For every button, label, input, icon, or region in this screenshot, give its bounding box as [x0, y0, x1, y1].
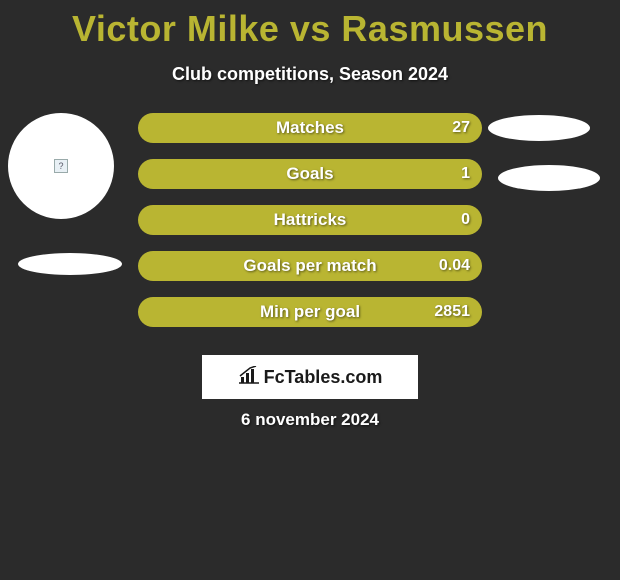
- stat-label: Matches: [276, 118, 344, 138]
- stat-bar-min-per-goal: Min per goal 2851: [138, 297, 482, 327]
- stat-label: Goals per match: [243, 256, 376, 276]
- player-left-avatar: ?: [8, 113, 114, 219]
- stat-bar-hattricks: Hattricks 0: [138, 205, 482, 235]
- logo-text: FcTables.com: [264, 367, 383, 388]
- page-title: Victor Milke vs Rasmussen: [0, 0, 620, 50]
- stat-bars: Matches 27 Goals 1 Hattricks 0 Goals per…: [138, 113, 482, 343]
- bar-chart-icon: [238, 366, 260, 389]
- stat-label: Min per goal: [260, 302, 360, 322]
- player-right-shape-top: [488, 115, 590, 141]
- stat-label: Hattricks: [274, 210, 347, 230]
- stat-bar-matches: Matches 27: [138, 113, 482, 143]
- image-placeholder-icon: ?: [54, 159, 68, 173]
- subtitle: Club competitions, Season 2024: [0, 64, 620, 85]
- date-label: 6 november 2024: [0, 410, 620, 430]
- player-left-shadow: [18, 253, 122, 275]
- comparison-panel: ? Matches 27 Goals 1 Hattricks 0 Goals p…: [0, 113, 620, 373]
- stat-bar-goals: Goals 1: [138, 159, 482, 189]
- stat-value: 2851: [434, 303, 470, 321]
- player-right-shape-bottom: [498, 165, 600, 191]
- stat-label: Goals: [286, 164, 333, 184]
- stat-bar-goals-per-match: Goals per match 0.04: [138, 251, 482, 281]
- source-logo: FcTables.com: [202, 355, 418, 399]
- stat-value: 27: [452, 119, 470, 137]
- stat-value: 1: [461, 165, 470, 183]
- stat-value: 0.04: [439, 257, 470, 275]
- stat-value: 0: [461, 211, 470, 229]
